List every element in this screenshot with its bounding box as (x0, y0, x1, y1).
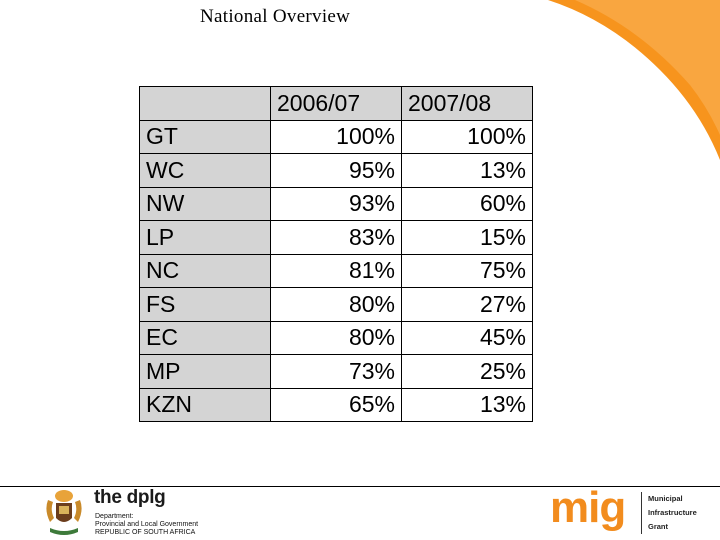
row-label: NW (139, 186, 271, 221)
dplg-prefix: the (94, 487, 127, 508)
table-row: NC 81% 75% (139, 253, 533, 288)
table-row: GT 100% 100% (139, 119, 533, 154)
orange-swoosh-highlight (575, 0, 720, 135)
row-label: WC (139, 153, 271, 188)
value-2006-07: 73% (270, 354, 402, 389)
value-2006-07: 83% (270, 220, 402, 255)
dplg-department-text: Department: Provincial and Local Governm… (95, 513, 198, 537)
table-row: KZN 65% 13% (139, 387, 533, 422)
overview-table: 2006/07 2007/08 GT 100% 100% WC 95% 13% … (139, 86, 533, 422)
value-2006-07: 100% (270, 119, 402, 154)
table-header-row: 2006/07 2007/08 (139, 86, 533, 121)
value-2007-08: 60% (401, 186, 533, 221)
mig-line: Grant (648, 522, 669, 531)
value-2007-08: 15% (401, 220, 533, 255)
slide-title: National Overview (200, 6, 351, 27)
mig-line: Municipal (648, 494, 683, 503)
row-label: EC (139, 320, 271, 355)
header-2006-07: 2006/07 (270, 86, 402, 121)
value-2006-07: 80% (270, 287, 402, 322)
row-label: KZN (139, 387, 271, 422)
table-row: WC 95% 13% (139, 153, 533, 188)
emblem-shield-inner (59, 506, 69, 514)
row-label: NC (139, 253, 271, 288)
dplg-line: Provincial and Local Government (95, 521, 199, 528)
emblem-right-wing (74, 500, 82, 522)
mig-divider (641, 492, 642, 534)
table-row: FS 80% 27% (139, 287, 533, 322)
mig-line: Infrastructure (648, 508, 697, 517)
row-label: LP (139, 220, 271, 255)
value-2006-07: 65% (270, 387, 402, 422)
table-row: LP 83% 15% (139, 220, 533, 255)
coat-of-arms-icon (46, 490, 82, 535)
mig-logo: mig (550, 483, 626, 532)
dplg-line: REPUBLIC OF SOUTH AFRICA (95, 529, 196, 536)
dplg-line: Department: (95, 513, 134, 520)
dplg-wordmark: the dplg (94, 487, 166, 509)
mig-text: Municipal Infrastructure Grant (648, 492, 697, 534)
emblem-base (50, 528, 78, 535)
value-2006-07: 93% (270, 186, 402, 221)
value-2007-08: 27% (401, 287, 533, 322)
row-label: MP (139, 354, 271, 389)
value-2007-08: 100% (401, 119, 533, 154)
row-label: GT (139, 119, 271, 154)
value-2006-07: 95% (270, 153, 402, 188)
footer-divider (0, 486, 720, 487)
table-row: EC 80% 45% (139, 320, 533, 355)
emblem-crest (55, 490, 73, 502)
header-corner-cell (139, 86, 271, 121)
dplg-name: dplg (126, 487, 166, 508)
table-row: MP 73% 25% (139, 354, 533, 389)
value-2007-08: 25% (401, 354, 533, 389)
header-2007-08: 2007/08 (401, 86, 533, 121)
value-2006-07: 80% (270, 320, 402, 355)
value-2007-08: 75% (401, 253, 533, 288)
value-2007-08: 13% (401, 153, 533, 188)
value-2006-07: 81% (270, 253, 402, 288)
value-2007-08: 13% (401, 387, 533, 422)
emblem-left-wing (46, 500, 54, 522)
table-row: NW 93% 60% (139, 186, 533, 221)
row-label: FS (139, 287, 271, 322)
corner-swoosh-decoration (548, 0, 720, 160)
value-2007-08: 45% (401, 320, 533, 355)
